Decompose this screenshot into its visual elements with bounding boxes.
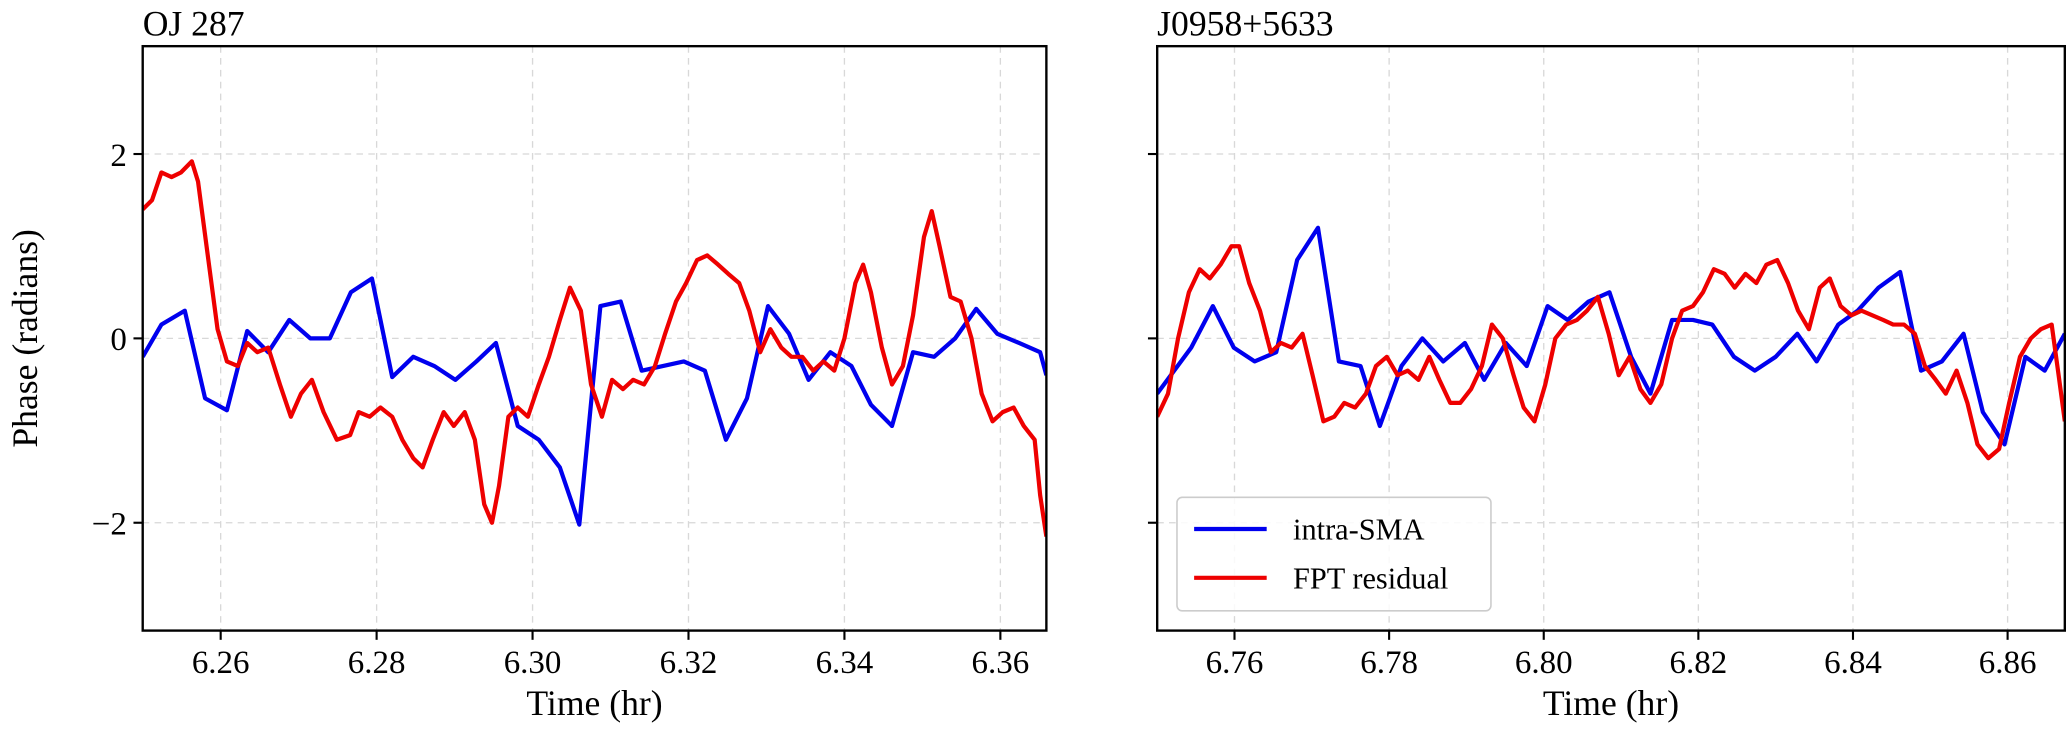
x-tick-label: 6.36 <box>972 645 1030 681</box>
x-tick-label: 6.30 <box>504 645 562 681</box>
legend-label: FPT residual <box>1293 561 1448 595</box>
legend-label: intra-SMA <box>1293 513 1425 547</box>
x-tick-label: 6.76 <box>1206 645 1264 681</box>
axes-frame <box>1156 44 2067 632</box>
y-tick-label: −2 <box>92 507 127 543</box>
x-axis-label: Time (hr) <box>526 683 662 723</box>
series-line <box>142 159 1047 537</box>
axes-frame <box>141 44 1048 632</box>
legend-box <box>1176 496 1492 612</box>
x-axis-label: Time (hr) <box>1543 683 1679 723</box>
panel-title: OJ 287 <box>143 4 245 44</box>
y-tick-label: 0 <box>110 322 126 358</box>
y-tick-label: 2 <box>110 138 126 174</box>
panel-title: J0958+5633 <box>1157 4 1333 44</box>
x-tick-label: 6.26 <box>192 645 250 681</box>
x-tick-label: 6.32 <box>660 645 718 681</box>
x-tick-label: 6.34 <box>816 645 874 681</box>
y-axis-label: Phase (radians) <box>5 229 45 448</box>
x-tick-label: 6.78 <box>1360 645 1418 681</box>
series-line <box>1157 244 2065 461</box>
x-tick-label: 6.80 <box>1515 645 1573 681</box>
x-tick-label: 6.28 <box>348 645 406 681</box>
x-tick-label: 6.86 <box>1979 645 2037 681</box>
series-line <box>142 276 1047 527</box>
x-tick-label: 6.84 <box>1824 645 1882 681</box>
x-tick-label: 6.82 <box>1670 645 1728 681</box>
